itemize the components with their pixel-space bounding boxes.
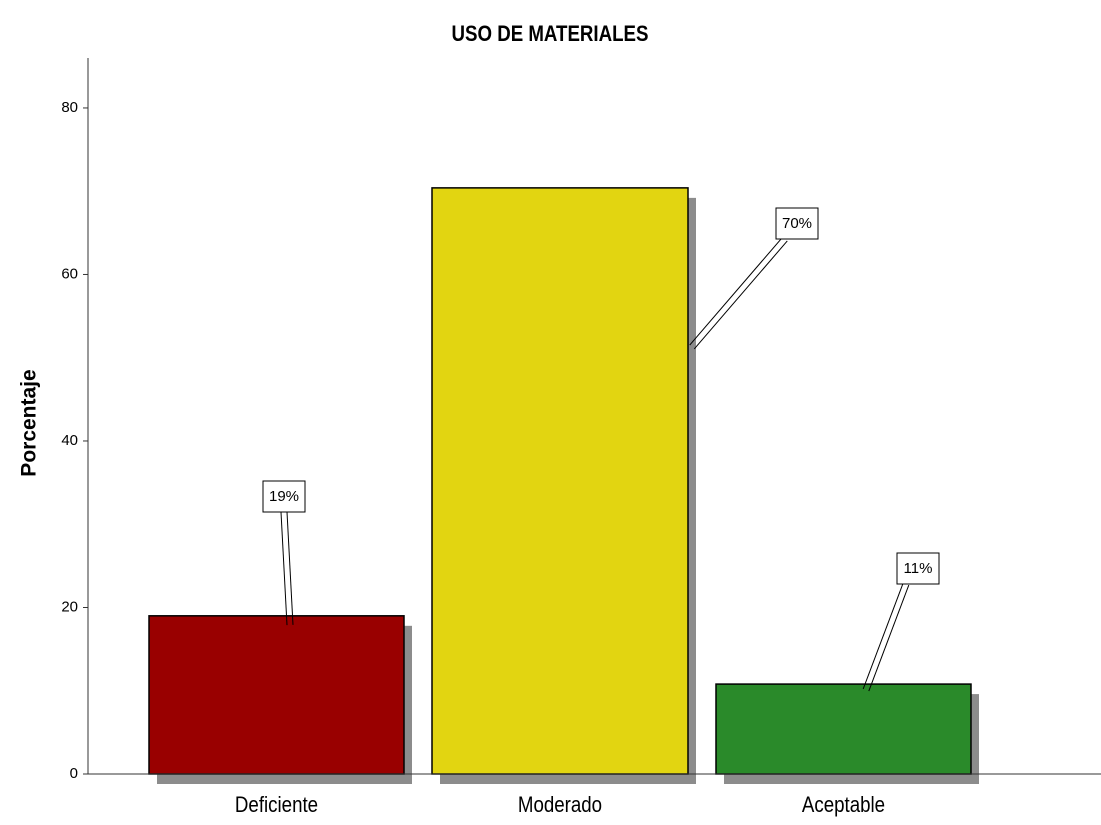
y-tick-label: 80 — [61, 99, 78, 116]
chart-title: USO DE MATERIALES — [452, 22, 649, 46]
bar — [431, 187, 689, 775]
bar — [148, 615, 405, 775]
value-label: 19% — [269, 488, 299, 505]
x-tick-label: Deficiente — [235, 793, 318, 817]
y-axis-label: Porcentaje — [18, 369, 41, 476]
value-label: 70% — [782, 215, 812, 232]
x-tick-label: Aceptable — [802, 793, 885, 817]
y-tick-label: 0 — [70, 765, 78, 782]
leader-line — [693, 240, 788, 350]
y-tick-label: 40 — [61, 432, 78, 449]
leader-line — [286, 511, 294, 625]
leader-line — [862, 582, 904, 690]
leader-line — [868, 584, 910, 692]
y-tick-label: 20 — [61, 598, 78, 615]
value-label-box — [775, 207, 819, 240]
value-label-box — [896, 552, 940, 585]
value-label-box — [262, 480, 306, 513]
x-tick-label: Moderado — [518, 793, 602, 817]
y-tick-label: 60 — [61, 265, 78, 282]
value-label: 11% — [904, 560, 933, 577]
leader-line — [689, 236, 784, 346]
leader-line — [280, 512, 288, 626]
bar — [715, 683, 972, 775]
